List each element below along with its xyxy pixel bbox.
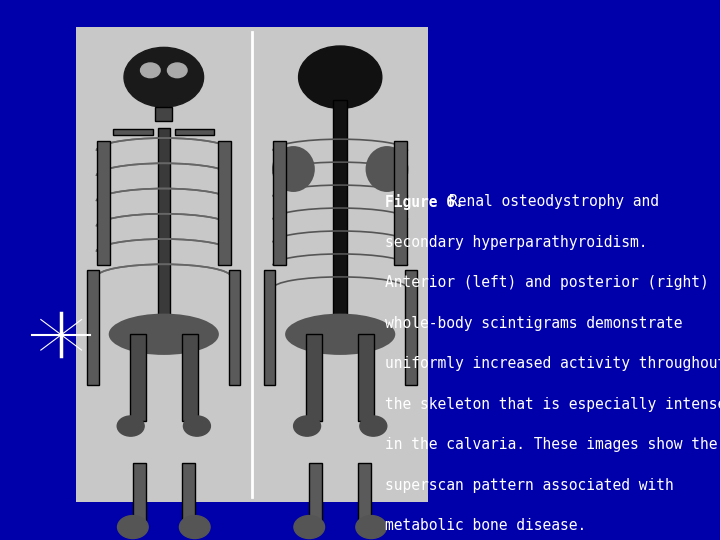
Circle shape xyxy=(356,516,387,538)
Circle shape xyxy=(299,46,382,109)
FancyBboxPatch shape xyxy=(174,129,215,134)
FancyBboxPatch shape xyxy=(273,141,287,266)
Text: whole-body scintigrams demonstrate: whole-body scintigrams demonstrate xyxy=(385,316,683,331)
FancyBboxPatch shape xyxy=(130,334,145,421)
Ellipse shape xyxy=(366,146,408,192)
FancyBboxPatch shape xyxy=(76,27,428,502)
FancyBboxPatch shape xyxy=(133,463,145,523)
FancyBboxPatch shape xyxy=(113,129,153,134)
Circle shape xyxy=(140,63,160,78)
Circle shape xyxy=(168,63,187,78)
Text: superscan pattern associated with: superscan pattern associated with xyxy=(385,478,674,493)
FancyBboxPatch shape xyxy=(333,100,347,339)
Text: in the calvaria. These images show the: in the calvaria. These images show the xyxy=(385,437,718,453)
Text: secondary hyperparathyroidism.: secondary hyperparathyroidism. xyxy=(385,235,648,250)
Circle shape xyxy=(360,416,387,436)
Circle shape xyxy=(117,416,144,436)
FancyBboxPatch shape xyxy=(359,463,372,523)
Text: metabolic bone disease.: metabolic bone disease. xyxy=(385,518,587,534)
FancyBboxPatch shape xyxy=(181,334,197,421)
FancyBboxPatch shape xyxy=(88,270,99,384)
FancyBboxPatch shape xyxy=(229,270,240,384)
Text: Anterior (left) and posterior (right): Anterior (left) and posterior (right) xyxy=(385,275,709,291)
Text: Renal osteodystrophy and: Renal osteodystrophy and xyxy=(449,194,659,210)
Ellipse shape xyxy=(272,146,315,192)
Circle shape xyxy=(117,516,148,538)
Circle shape xyxy=(184,416,210,436)
FancyBboxPatch shape xyxy=(217,141,230,266)
Text: the skeleton that is especially intense: the skeleton that is especially intense xyxy=(385,397,720,412)
FancyBboxPatch shape xyxy=(395,141,408,266)
Ellipse shape xyxy=(285,314,395,355)
Circle shape xyxy=(124,48,204,107)
Circle shape xyxy=(179,516,210,538)
FancyBboxPatch shape xyxy=(359,334,374,421)
FancyBboxPatch shape xyxy=(306,334,323,421)
FancyBboxPatch shape xyxy=(155,107,172,121)
Ellipse shape xyxy=(109,314,219,355)
Circle shape xyxy=(294,516,325,538)
Text: Figure 6.: Figure 6. xyxy=(385,194,464,211)
FancyBboxPatch shape xyxy=(181,463,194,523)
FancyBboxPatch shape xyxy=(309,463,323,523)
FancyBboxPatch shape xyxy=(264,270,275,384)
FancyBboxPatch shape xyxy=(96,141,109,266)
FancyBboxPatch shape xyxy=(158,127,170,325)
Circle shape xyxy=(294,416,320,436)
Text: uniformly increased activity throughout: uniformly increased activity throughout xyxy=(385,356,720,372)
FancyBboxPatch shape xyxy=(405,270,416,384)
